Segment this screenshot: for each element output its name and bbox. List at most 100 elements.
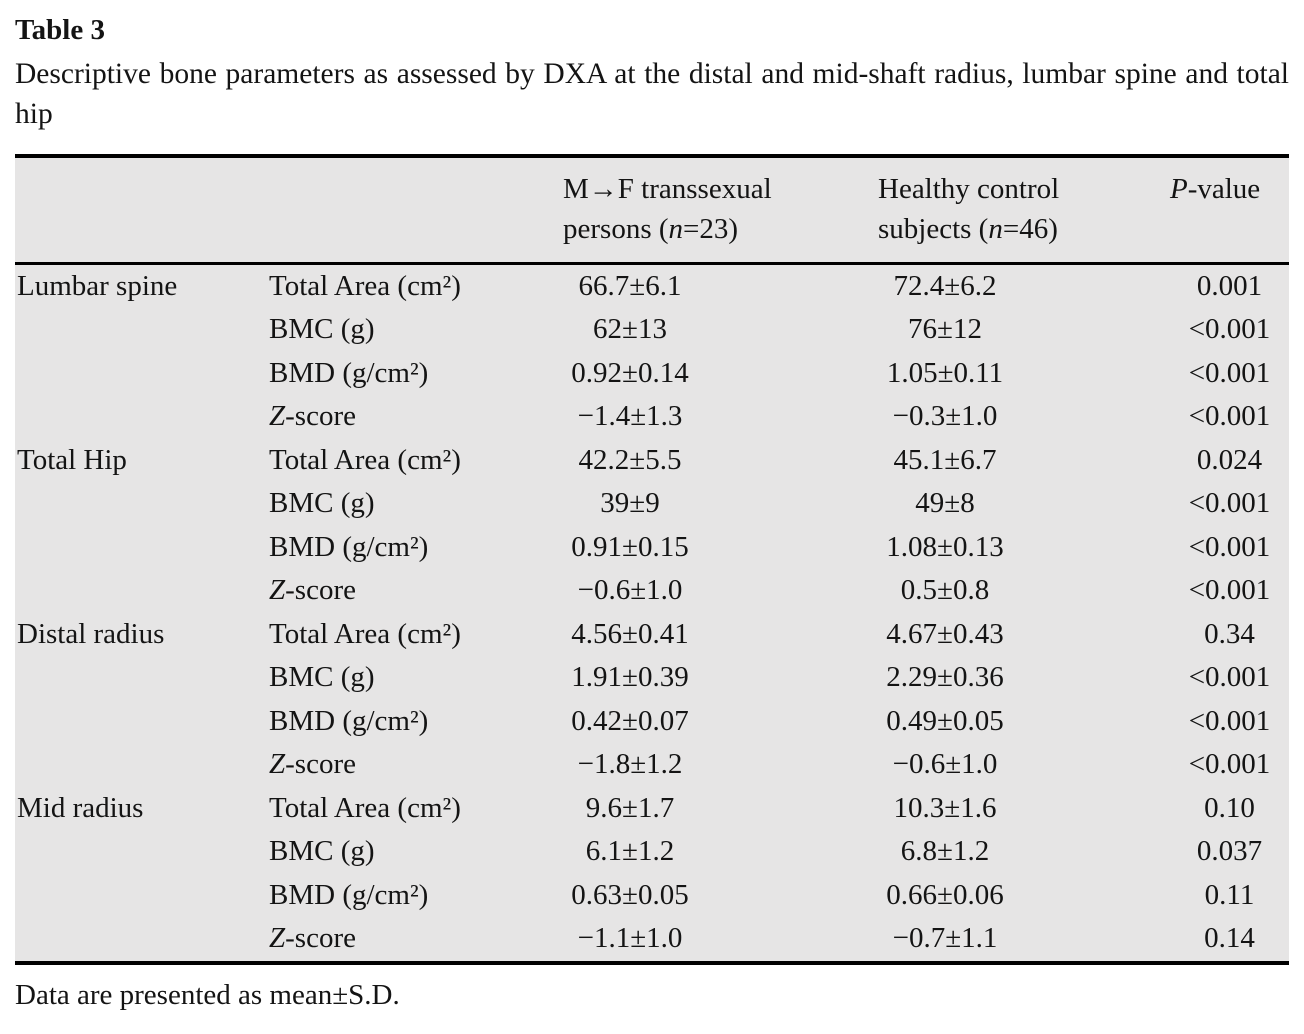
pvalue-text: <0.001 — [1188, 661, 1271, 694]
control-value-cell: −0.7±1.1 — [878, 917, 1170, 961]
region-label — [15, 352, 267, 396]
mean-sd-value: −0.6±1.0 — [577, 574, 683, 607]
parameter-text: BMC (g) — [269, 313, 375, 346]
mean-sd-value: 0.5±0.8 — [900, 574, 990, 607]
parameter-label: Total Area (cm²) — [267, 787, 563, 831]
mean-sd-value: −1.4±1.3 — [577, 400, 683, 433]
n-symbol: n — [668, 212, 684, 245]
control-value-cell: 0.49±0.05 — [878, 700, 1170, 744]
mean-sd-value: 0.49±0.05 — [886, 704, 1004, 737]
control-value-cell: 4.67±0.43 — [878, 613, 1170, 657]
table-title: Table 3 — [15, 14, 105, 46]
transsexual-value-cell: 62±13 — [563, 308, 878, 352]
mean-sd-value: 39±9 — [600, 487, 660, 520]
parameter-label: BMD (g/cm²) — [267, 352, 563, 396]
parameter-label: Total Area (cm²) — [267, 439, 563, 483]
control-value-cell: 1.05±0.11 — [878, 352, 1170, 396]
mean-sd-value: 6.1±1.2 — [585, 835, 675, 868]
parameter-label: Z-score — [267, 743, 563, 787]
table-caption: Descriptive bone parameters as assessed … — [15, 57, 1289, 130]
table-body: Lumbar spine Total Area (cm²) 66.7±6.1 7… — [15, 265, 1289, 961]
mean-sd-value: −1.1±1.0 — [577, 922, 683, 955]
n-symbol: n — [988, 212, 1003, 245]
parameter-text: Total Area (cm²) — [269, 269, 461, 302]
parameter-italic: Z — [269, 400, 286, 433]
region-label — [15, 526, 267, 570]
mean-sd-value: 49±8 — [915, 487, 975, 520]
transsexual-value-cell: −0.6±1.0 — [563, 569, 878, 613]
parameter-text: BMD (g/cm²) — [269, 878, 429, 911]
pvalue-cell: <0.001 — [1170, 352, 1289, 396]
mean-sd-value: 0.63±0.05 — [571, 878, 689, 911]
transsexual-value-cell: 9.6±1.7 — [563, 787, 878, 831]
parameter-text: BMD (g/cm²) — [269, 530, 429, 563]
region-label: Distal radius — [17, 617, 165, 650]
pvalue-cell: 0.10 — [1170, 787, 1289, 831]
column-header-line2: subjects (n=46) — [878, 209, 1170, 249]
pvalue-text: 0.024 — [1196, 443, 1263, 476]
mean-sd-value: −0.6±1.0 — [892, 748, 998, 781]
parameter-label: BMD (g/cm²) — [267, 874, 563, 918]
table-row: BMD (g/cm²) 0.92±0.14 1.05±0.11 <0.001 — [15, 352, 1289, 396]
pvalue-cell: <0.001 — [1170, 569, 1289, 613]
pvalue-text: 0.34 — [1204, 617, 1255, 650]
pvalue-cell: 0.14 — [1170, 917, 1289, 961]
mean-sd-value: 1.08±0.13 — [886, 530, 1004, 563]
region-label — [15, 700, 267, 744]
header-spacer-region — [15, 169, 267, 249]
pvalue-text: <0.001 — [1188, 574, 1271, 607]
control-value-cell: 0.66±0.06 — [878, 874, 1170, 918]
p-symbol: P — [1170, 172, 1188, 205]
table-row: Z-score −1.4±1.3 −0.3±1.0 <0.001 — [15, 395, 1289, 439]
mean-sd-value: 1.05±0.11 — [886, 356, 1004, 389]
parameter-label: BMC (g) — [267, 656, 563, 700]
parameter-text: -score — [285, 748, 356, 781]
parameter-text: Total Area (cm²) — [269, 443, 461, 476]
mean-sd-value: 42.2±5.5 — [578, 443, 682, 476]
pvalue-cell: <0.001 — [1170, 700, 1289, 744]
parameter-text: -score — [285, 922, 356, 955]
column-header-control: Healthy control subjects (n=46) — [878, 169, 1170, 249]
control-value-cell: 0.5±0.8 — [878, 569, 1170, 613]
pvalue-text: <0.001 — [1188, 704, 1271, 737]
pvalue-cell: <0.001 — [1170, 656, 1289, 700]
control-value-cell: −0.6±1.0 — [878, 743, 1170, 787]
mean-sd-value: 45.1±6.7 — [893, 443, 997, 476]
control-value-cell: −0.3±1.0 — [878, 395, 1170, 439]
table-row: Lumbar spine Total Area (cm²) 66.7±6.1 7… — [15, 265, 1289, 309]
mean-sd-value: 66.7±6.1 — [578, 269, 682, 302]
region-label — [15, 830, 267, 874]
pvalue-text: <0.001 — [1188, 487, 1271, 520]
parameter-italic: Z — [269, 922, 286, 955]
pvalue-cell: <0.001 — [1170, 482, 1289, 526]
header-text: =23) — [683, 212, 739, 245]
region-label — [15, 874, 267, 918]
mean-sd-value: 2.29±0.36 — [886, 661, 1004, 694]
parameter-text: BMD (g/cm²) — [269, 704, 429, 737]
table-row: BMC (g) 1.91±0.39 2.29±0.36 <0.001 — [15, 656, 1289, 700]
region-label: Mid radius — [17, 791, 144, 824]
mean-sd-value: 1.91±0.39 — [571, 661, 689, 694]
transsexual-value-cell: 39±9 — [563, 482, 878, 526]
transsexual-value-cell: 1.91±0.39 — [563, 656, 878, 700]
parameter-text: Total Area (cm²) — [269, 791, 461, 824]
parameter-label: Z-score — [267, 917, 563, 961]
region-label — [15, 482, 267, 526]
parameter-label: BMD (g/cm²) — [267, 526, 563, 570]
mean-sd-value: 10.3±1.6 — [893, 791, 997, 824]
transsexual-value-cell: 0.91±0.15 — [563, 526, 878, 570]
header-text: subjects ( — [878, 212, 989, 245]
pvalue-cell: 0.11 — [1170, 874, 1289, 918]
pvalue-text: 0.001 — [1196, 269, 1263, 302]
pvalue-cell: <0.001 — [1170, 526, 1289, 570]
header-text: =46) — [1002, 212, 1058, 245]
mean-sd-value: 62±13 — [593, 313, 667, 346]
region-label — [15, 743, 267, 787]
transsexual-value-cell: 0.63±0.05 — [563, 874, 878, 918]
transsexual-value-cell: 66.7±6.1 — [563, 265, 878, 309]
region-label — [15, 656, 267, 700]
control-value-cell: 45.1±6.7 — [878, 439, 1170, 483]
parameter-text: -score — [285, 574, 356, 607]
table-row: Distal radius Total Area (cm²) 4.56±0.41… — [15, 613, 1289, 657]
transsexual-value-cell: −1.8±1.2 — [563, 743, 878, 787]
